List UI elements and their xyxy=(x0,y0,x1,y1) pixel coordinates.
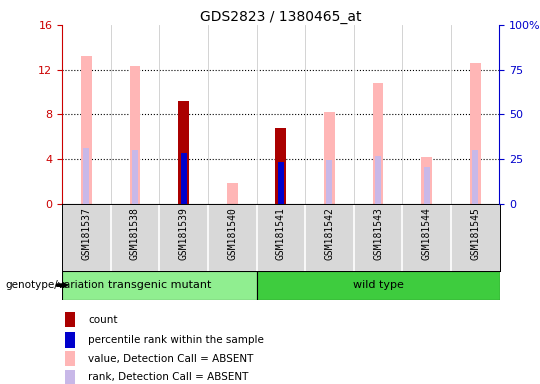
Text: GSM181541: GSM181541 xyxy=(276,207,286,260)
Text: GSM181538: GSM181538 xyxy=(130,207,140,260)
Bar xyxy=(130,66,140,204)
Bar xyxy=(470,63,481,204)
Text: GSM181543: GSM181543 xyxy=(373,207,383,260)
Bar xyxy=(472,150,478,204)
Bar xyxy=(278,162,284,204)
Text: genotype/variation: genotype/variation xyxy=(5,280,105,290)
Bar xyxy=(62,271,256,300)
Text: GSM181537: GSM181537 xyxy=(82,207,91,260)
Text: rank, Detection Call = ABSENT: rank, Detection Call = ABSENT xyxy=(88,372,248,382)
Text: GSM181542: GSM181542 xyxy=(325,207,334,260)
Bar xyxy=(227,184,238,204)
Title: GDS2823 / 1380465_at: GDS2823 / 1380465_at xyxy=(200,10,362,24)
Bar xyxy=(181,153,186,204)
Bar xyxy=(65,370,75,384)
Bar xyxy=(65,333,75,348)
Text: value, Detection Call = ABSENT: value, Detection Call = ABSENT xyxy=(88,354,253,364)
Bar xyxy=(132,150,138,204)
Bar xyxy=(424,167,429,204)
Text: GSM181539: GSM181539 xyxy=(179,207,188,260)
Bar xyxy=(324,112,335,204)
Bar xyxy=(81,56,92,204)
Bar xyxy=(178,101,189,204)
Bar xyxy=(375,156,381,204)
Bar xyxy=(65,312,75,328)
Bar xyxy=(256,271,500,300)
Bar xyxy=(65,351,75,366)
Text: GSM181544: GSM181544 xyxy=(422,207,431,260)
Text: count: count xyxy=(88,315,118,325)
Text: wild type: wild type xyxy=(353,280,403,290)
Bar xyxy=(275,127,286,204)
Text: GSM181540: GSM181540 xyxy=(227,207,237,260)
Text: transgenic mutant: transgenic mutant xyxy=(107,280,211,290)
Bar xyxy=(327,160,332,204)
Bar xyxy=(421,157,432,204)
Bar xyxy=(84,148,89,204)
Text: percentile rank within the sample: percentile rank within the sample xyxy=(88,335,264,345)
Bar xyxy=(373,83,383,204)
Text: GSM181545: GSM181545 xyxy=(470,207,480,260)
